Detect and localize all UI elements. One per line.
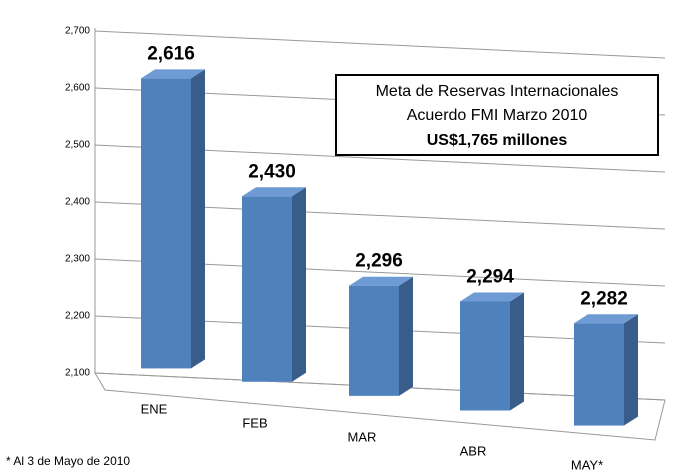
bar-top xyxy=(574,314,638,324)
x-tick-label: FEB xyxy=(242,415,267,430)
value-label: 2,296 xyxy=(355,251,403,272)
bar xyxy=(349,285,399,396)
x-tick-label: ENE xyxy=(141,401,168,416)
y-tick-label: 2,500 xyxy=(65,140,90,151)
bar-side xyxy=(292,187,306,382)
bar-top xyxy=(349,276,413,286)
bar-top xyxy=(141,69,205,79)
annotation-line: Meta de Reservas Internacionales xyxy=(376,83,619,100)
grid-line xyxy=(94,30,666,59)
bar xyxy=(460,301,510,411)
y-tick-label: 2,600 xyxy=(65,83,90,94)
value-label: 2,430 xyxy=(248,161,296,182)
y-tick-label: 2,100 xyxy=(65,368,90,379)
y-tick-label: 2,700 xyxy=(65,26,90,37)
bar-side xyxy=(191,69,205,369)
footnote: * Al 3 de Mayo de 2010 xyxy=(6,454,130,468)
bar-top xyxy=(460,292,524,302)
x-tick-label: ABR xyxy=(460,443,487,458)
bar-top xyxy=(242,187,306,197)
x-tick-label: MAR xyxy=(348,429,377,444)
bar-side xyxy=(510,292,524,411)
value-label: 2,294 xyxy=(466,266,514,287)
y-tick-label: 2,400 xyxy=(65,197,90,208)
bar xyxy=(574,323,624,426)
y-tick-label: 2,200 xyxy=(65,311,90,322)
annotation-box xyxy=(335,74,659,156)
value-label: 2,282 xyxy=(580,288,628,309)
x-tick-label: MAY* xyxy=(571,457,603,471)
bar-side xyxy=(624,314,638,426)
value-label: 2,616 xyxy=(147,43,195,64)
annotation-line: US$1,765 millones xyxy=(427,132,568,149)
bar xyxy=(141,78,191,369)
bar-side xyxy=(399,276,413,396)
annotation-line: Acuerdo FMI Marzo 2010 xyxy=(407,107,588,124)
bar xyxy=(242,196,292,382)
y-tick-label: 2,300 xyxy=(65,254,90,265)
